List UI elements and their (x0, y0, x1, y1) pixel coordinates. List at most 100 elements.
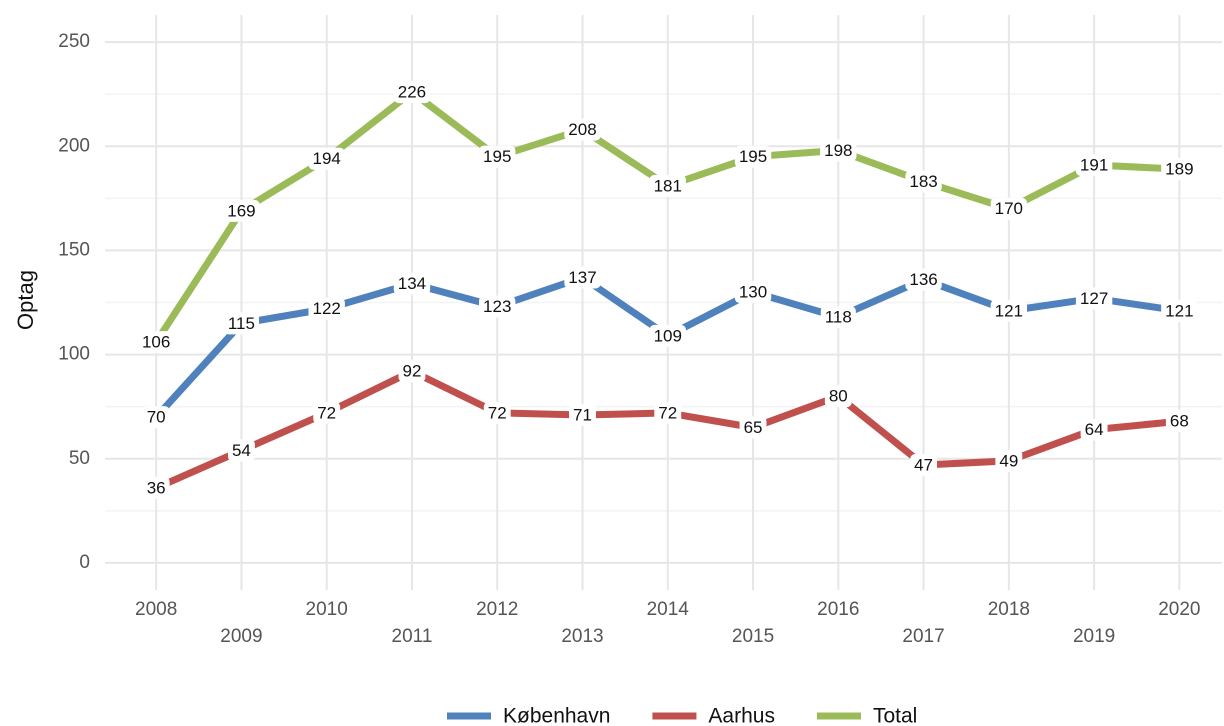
data-label-bg (905, 170, 942, 193)
data-label-bg (649, 324, 686, 347)
data-label: 127 (1080, 289, 1108, 308)
legend-label: Aarhus (708, 705, 775, 726)
data-label-bg (569, 404, 596, 426)
y-tick-label: 150 (58, 239, 90, 260)
data-label: 72 (317, 403, 336, 422)
data-label: 122 (313, 299, 341, 318)
y-tick-label: 0 (79, 552, 90, 573)
y-tick-label: 50 (69, 448, 90, 469)
x-tick-label: 2011 (392, 626, 433, 647)
data-label-bg (483, 401, 511, 424)
data-label: 70 (147, 408, 166, 427)
y-axis-label: Optag (13, 270, 38, 330)
data-label-bg (393, 272, 431, 295)
data-label: 47 (914, 455, 933, 474)
data-label: 65 (744, 418, 763, 437)
data-label-bg (1075, 287, 1113, 310)
data-label: 123 (483, 297, 511, 316)
data-label: 115 (228, 314, 255, 333)
data-label-bg (564, 266, 601, 289)
data-label-bg (1165, 410, 1193, 433)
data-label-bg (308, 147, 345, 170)
data-label: 195 (483, 147, 511, 166)
x-tick-label: 2013 (561, 626, 603, 647)
y-tick-label: 200 (58, 135, 90, 156)
data-label: 80 (829, 387, 848, 406)
data-label: 170 (995, 199, 1023, 218)
data-label: 198 (824, 141, 852, 160)
data-label: 136 (909, 270, 937, 289)
data-label: 72 (658, 403, 677, 422)
data-label: 121 (1165, 301, 1193, 320)
legend-label: Total (873, 705, 917, 726)
data-label: 134 (398, 274, 426, 293)
data-label: 130 (739, 283, 767, 302)
data-label: 226 (398, 83, 426, 102)
data-label-bg (654, 401, 682, 424)
data-label: 106 (142, 333, 170, 352)
data-label: 49 (999, 451, 1018, 470)
x-tick-label: 2019 (1073, 626, 1115, 647)
data-label-bg (393, 81, 431, 104)
data-label-bg (142, 476, 170, 499)
x-tick-label: 2016 (817, 599, 859, 620)
data-label-bg (308, 297, 345, 320)
data-label-bg (564, 118, 601, 141)
x-tick-label: 2010 (306, 599, 348, 620)
y-tick-label: 100 (58, 344, 90, 365)
data-label-bg (824, 385, 852, 408)
data-label-bg (223, 199, 260, 222)
data-label: 208 (568, 120, 596, 139)
x-tick-label: 2017 (902, 626, 944, 647)
data-label: 191 (1080, 155, 1108, 174)
data-label-bg (905, 268, 942, 291)
data-label-bg (313, 401, 341, 424)
data-label: 36 (147, 478, 166, 497)
data-label-bg (990, 299, 1028, 322)
x-tick-label: 2008 (135, 599, 177, 620)
data-label-bg (649, 174, 686, 197)
data-label: 195 (739, 147, 767, 166)
data-label-bg (734, 145, 772, 168)
data-label: 137 (568, 268, 596, 287)
data-label-bg (1161, 158, 1198, 181)
data-label-bg (1161, 299, 1198, 322)
legend-label: København (503, 705, 610, 726)
data-label-bg (820, 306, 856, 329)
data-label: 64 (1085, 420, 1104, 439)
data-label-bg (137, 331, 175, 354)
x-tick-label: 2018 (988, 599, 1030, 620)
data-label: 72 (488, 403, 507, 422)
data-label: 54 (232, 441, 251, 460)
data-label-bg (820, 139, 857, 162)
x-tick-label: 2020 (1158, 599, 1200, 620)
x-tick-label: 2014 (647, 599, 690, 620)
y-tick-label: 250 (58, 31, 90, 52)
data-label: 68 (1170, 412, 1189, 431)
data-label-bg (995, 449, 1023, 472)
data-label: 181 (654, 176, 682, 195)
data-label-bg (1080, 418, 1108, 441)
data-label: 194 (313, 149, 341, 168)
x-tick-label: 2009 (220, 626, 262, 647)
data-label-bg (479, 145, 516, 168)
data-label: 189 (1165, 160, 1193, 179)
data-label-bg (479, 295, 516, 318)
data-label: 169 (227, 201, 255, 220)
data-label: 71 (573, 405, 592, 424)
x-tick-label: 2015 (732, 626, 774, 647)
data-label-bg (1075, 154, 1113, 176)
data-label-bg (990, 197, 1028, 220)
data-label: 109 (654, 326, 682, 345)
data-label: 118 (825, 308, 852, 327)
data-label-bg (223, 312, 259, 335)
data-label: 92 (403, 362, 422, 381)
data-label-bg (142, 406, 170, 429)
data-label-bg (398, 360, 426, 383)
data-label: 121 (995, 301, 1023, 320)
data-label-bg (739, 416, 767, 439)
x-tick-label: 2012 (476, 599, 518, 620)
data-label-bg (734, 281, 772, 304)
data-label-bg (910, 454, 938, 476)
